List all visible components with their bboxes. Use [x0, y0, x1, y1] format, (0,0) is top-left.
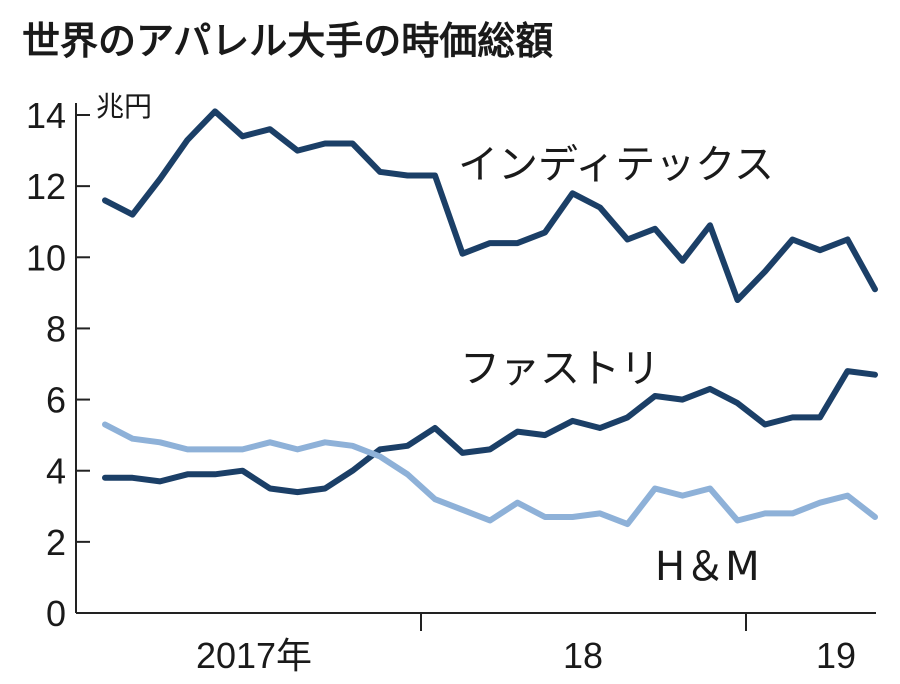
- axes: 0 2 4 6 8 10 12 14 2017年 18 19: [26, 95, 876, 676]
- y-axis-unit-label: 兆円: [96, 90, 152, 123]
- y-tick-label: 12: [26, 166, 66, 207]
- y-tick-label: 4: [46, 451, 66, 492]
- chart-title: 世界のアパレル大手の時価総額: [22, 19, 553, 63]
- y-tick-label: 10: [26, 237, 66, 278]
- series-label-fast-retailing: ファストリ: [460, 346, 660, 392]
- y-tick-label: 2: [46, 522, 66, 563]
- y-tick-label: 0: [46, 593, 66, 634]
- series-line-inditex: [102, 108, 878, 303]
- x-period-label: 2017年: [196, 635, 312, 676]
- x-period-label: 18: [563, 635, 603, 676]
- x-period-label: 19: [816, 635, 856, 676]
- series-lines: [102, 108, 878, 528]
- series-line-hm: [102, 421, 878, 528]
- series-label-inditex: インディテックス: [458, 142, 774, 188]
- series-label-hm: H＆M: [655, 544, 760, 590]
- series-line-fast-retailing: [102, 368, 878, 496]
- y-tick-label: 6: [46, 380, 66, 421]
- y-tick-label: 8: [46, 308, 66, 349]
- y-tick-label: 14: [26, 95, 66, 136]
